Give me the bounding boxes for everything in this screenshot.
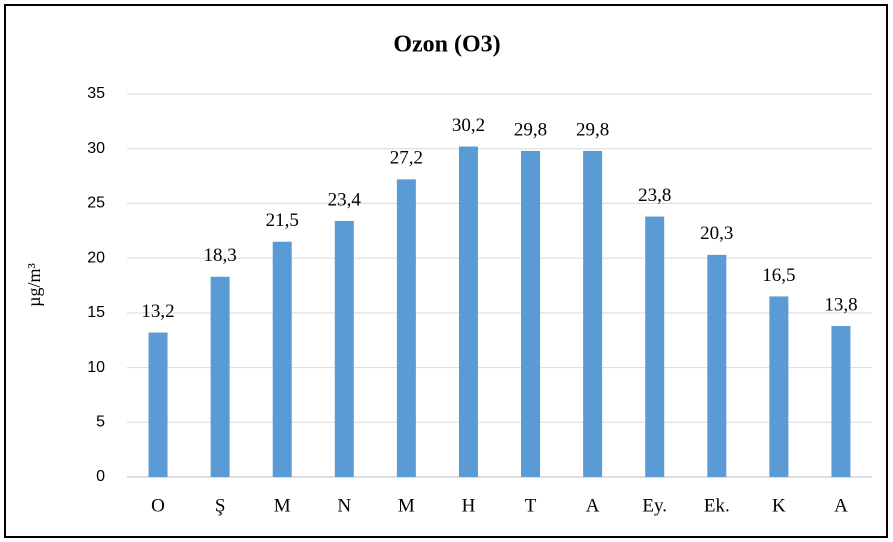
data-label: 13,2 xyxy=(141,301,174,322)
bar xyxy=(769,296,789,477)
y-tick-label: 5 xyxy=(96,414,105,431)
x-tick-label: M xyxy=(398,495,415,516)
x-tick-label: Ek. xyxy=(704,495,730,516)
x-tick-label: T xyxy=(525,495,537,516)
bar xyxy=(583,150,603,477)
y-tick-label: 0 xyxy=(96,468,105,485)
x-tick-label: Ey. xyxy=(642,495,667,516)
bar xyxy=(645,216,665,477)
data-label: 29,8 xyxy=(514,119,547,140)
bar xyxy=(334,220,354,478)
bar xyxy=(458,146,478,478)
y-tick-label: 30 xyxy=(87,140,105,157)
y-tick-label: 15 xyxy=(87,304,105,321)
y-axis-label: µg/m³ xyxy=(24,263,44,307)
x-tick-label: Ş xyxy=(215,495,226,516)
y-tick-label: 35 xyxy=(87,85,105,102)
y-tick-label: 25 xyxy=(87,195,105,212)
chart-frame xyxy=(4,4,888,538)
x-tick-label: H xyxy=(462,495,476,516)
chart-title: Ozon (O3) xyxy=(393,32,500,58)
x-tick-label: O xyxy=(151,495,165,516)
y-tick-label: 10 xyxy=(87,359,105,376)
data-label: 27,2 xyxy=(390,148,423,169)
bar xyxy=(831,325,851,477)
x-tick-label: M xyxy=(274,495,291,516)
data-label: 29,8 xyxy=(576,119,609,140)
bar xyxy=(148,332,168,477)
x-tick-label: K xyxy=(772,495,786,516)
data-label: 13,8 xyxy=(824,294,857,315)
data-label: 18,3 xyxy=(204,245,237,266)
data-label: 16,5 xyxy=(762,265,795,286)
y-tick-label: 20 xyxy=(87,249,105,266)
x-tick-label: A xyxy=(586,495,600,516)
data-label: 21,5 xyxy=(266,210,299,231)
x-tick-label: A xyxy=(834,495,848,516)
data-label: 30,2 xyxy=(452,115,485,136)
bar xyxy=(707,254,727,477)
bar xyxy=(396,179,416,477)
x-tick-label: N xyxy=(337,495,351,516)
bar xyxy=(210,276,230,477)
data-label: 23,4 xyxy=(328,189,362,210)
data-label: 20,3 xyxy=(700,223,733,244)
bar xyxy=(521,150,541,477)
bar xyxy=(272,241,292,477)
data-label: 23,8 xyxy=(638,185,671,206)
